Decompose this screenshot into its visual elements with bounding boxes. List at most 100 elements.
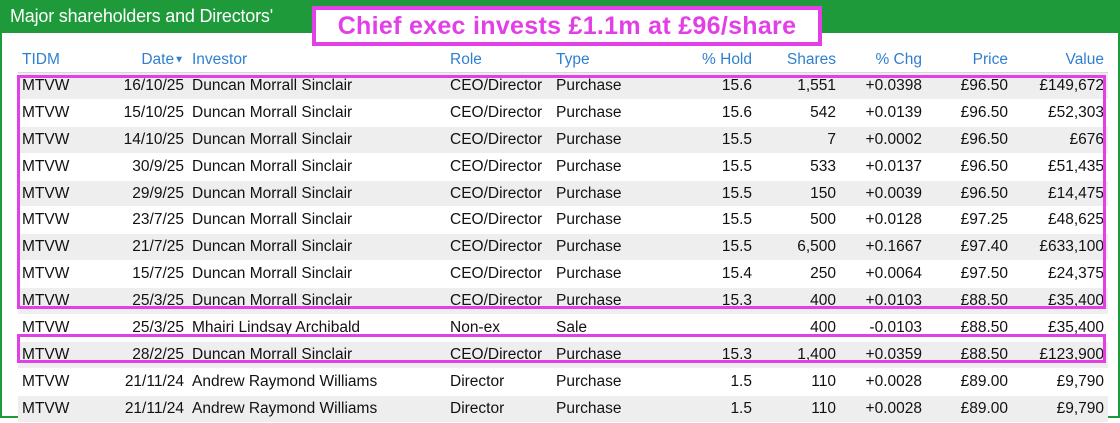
cell-chg: +0.1667: [840, 233, 926, 262]
cell-type: Purchase: [552, 341, 676, 369]
column-header-hold[interactable]: % Hold: [676, 48, 756, 73]
column-header-investor[interactable]: Investor: [188, 48, 446, 73]
column-header-chg[interactable]: % Chg: [840, 48, 926, 73]
cell-investor: Duncan Morrall Sinclair: [188, 206, 446, 235]
cell-chg: +0.0398: [840, 72, 926, 100]
table-row[interactable]: MTVW 21/11/24 Andrew Raymond Williams Direc…: [18, 395, 1108, 423]
cell-value: £676: [1012, 126, 1108, 154]
director-dealings-table: TIDM Date▼ Investor Role Type % Hold Sha…: [18, 48, 1108, 423]
cell-date: 14/10/25: [106, 126, 188, 154]
cell-role: Director: [446, 368, 552, 396]
cell-price: £96.50: [926, 180, 1012, 208]
cell-shares: 110: [756, 368, 840, 396]
cell-chg: +0.0028: [840, 395, 926, 423]
cell-type: Purchase: [552, 233, 676, 262]
cell-date: 21/11/24: [106, 395, 188, 423]
cell-date: 29/9/25: [106, 180, 188, 208]
column-header-type[interactable]: Type: [552, 48, 676, 73]
cell-tidm: MTVW: [18, 153, 106, 181]
cell-tidm: MTVW: [18, 260, 106, 289]
cell-hold: 15.3: [676, 341, 756, 369]
cell-shares: 150: [756, 180, 840, 208]
cell-type: Purchase: [552, 153, 676, 181]
cell-shares: 110: [756, 395, 840, 423]
column-header-date[interactable]: Date▼: [106, 48, 188, 73]
cell-role: CEO/Director: [446, 341, 552, 369]
cell-value: £14,475: [1012, 180, 1108, 208]
cell-type: Purchase: [552, 72, 676, 100]
cell-role: CEO/Director: [446, 126, 552, 154]
cell-tidm: MTVW: [18, 99, 106, 127]
cell-role: CEO/Director: [446, 99, 552, 127]
cell-hold: 15.6: [676, 99, 756, 127]
table-row[interactable]: MTVW 16/10/25 Duncan Morrall Sinclair CEO/D…: [18, 72, 1108, 100]
cell-investor: Duncan Morrall Sinclair: [188, 233, 446, 262]
table-row[interactable]: MTVW 29/9/25 Duncan Morrall Sinclair CEO/Di…: [18, 180, 1108, 208]
cell-price: £96.50: [926, 126, 1012, 154]
column-header-tidm[interactable]: TIDM: [18, 48, 106, 73]
cell-role: CEO/Director: [446, 260, 552, 289]
table-row[interactable]: MTVW 28/2/25 Duncan Morrall Sinclair CEO/Di…: [18, 341, 1108, 369]
cell-tidm: MTVW: [18, 287, 106, 316]
cell-hold: 1.5: [676, 368, 756, 396]
cell-investor: Duncan Morrall Sinclair: [188, 341, 446, 369]
cell-role: Non-ex: [446, 314, 552, 342]
cell-tidm: MTVW: [18, 395, 106, 423]
cell-price: £97.40: [926, 233, 1012, 262]
cell-price: £96.50: [926, 153, 1012, 181]
cell-type: Purchase: [552, 287, 676, 316]
cell-investor: Duncan Morrall Sinclair: [188, 153, 446, 181]
cell-investor: Andrew Raymond Williams: [188, 395, 446, 423]
table-row[interactable]: MTVW 25/3/25 Duncan Morrall Sinclair CEO/Di…: [18, 287, 1108, 316]
cell-chg: +0.0039: [840, 180, 926, 208]
cell-value: £48,625: [1012, 206, 1108, 235]
cell-date: 23/7/25: [106, 206, 188, 235]
cell-date: 25/3/25: [106, 287, 188, 316]
cell-hold: 15.3: [676, 287, 756, 316]
cell-role: CEO/Director: [446, 180, 552, 208]
cell-value: £51,435: [1012, 153, 1108, 181]
cell-shares: 533: [756, 153, 840, 181]
table-row[interactable]: MTVW 30/9/25 Duncan Morrall Sinclair CEO/Di…: [18, 153, 1108, 181]
cell-date: 21/11/24: [106, 368, 188, 396]
table-row[interactable]: MTVW 15/7/25 Duncan Morrall Sinclair CEO/Di…: [18, 260, 1108, 289]
cell-value: £35,400: [1012, 287, 1108, 316]
table-row[interactable]: MTVW 23/7/25 Duncan Morrall Sinclair CEO/Di…: [18, 206, 1108, 235]
cell-type: Purchase: [552, 206, 676, 235]
headline-callout: Chief exec invests £1.1m at £96/share: [312, 6, 822, 46]
cell-investor: Andrew Raymond Williams: [188, 368, 446, 396]
cell-type: Purchase: [552, 260, 676, 289]
cell-price: £96.50: [926, 72, 1012, 100]
column-header-value[interactable]: Value: [1012, 48, 1108, 73]
panel-title: Major shareholders and Directors': [10, 6, 273, 26]
table-header-row: TIDM Date▼ Investor Role Type % Hold Sha…: [18, 48, 1108, 73]
cell-date: 30/9/25: [106, 153, 188, 181]
cell-hold: 15.4: [676, 260, 756, 289]
table-row[interactable]: MTVW 21/7/25 Duncan Morrall Sinclair CEO/Di…: [18, 233, 1108, 262]
cell-tidm: MTVW: [18, 72, 106, 100]
cell-type: Purchase: [552, 368, 676, 396]
cell-shares: 1,551: [756, 72, 840, 100]
cell-shares: 500: [756, 206, 840, 235]
table-row[interactable]: MTVW 15/10/25 Duncan Morrall Sinclair CEO/D…: [18, 99, 1108, 127]
cell-date: 15/7/25: [106, 260, 188, 289]
cell-investor: Duncan Morrall Sinclair: [188, 180, 446, 208]
cell-hold: 15.6: [676, 72, 756, 100]
column-header-role[interactable]: Role: [446, 48, 552, 73]
table-row[interactable]: MTVW 21/11/24 Andrew Raymond Williams Direc…: [18, 368, 1108, 396]
cell-type: Sale: [552, 314, 676, 342]
cell-chg: +0.0139: [840, 99, 926, 127]
cell-value: £35,400: [1012, 314, 1108, 342]
cell-price: £88.50: [926, 314, 1012, 342]
cell-date: 28/2/25: [106, 341, 188, 369]
table-row[interactable]: MTVW 25/3/25 Mhairi Lindsay Archibald Non-e…: [18, 314, 1108, 342]
table-row[interactable]: MTVW 14/10/25 Duncan Morrall Sinclair CEO/D…: [18, 126, 1108, 154]
column-header-shares[interactable]: Shares: [756, 48, 840, 73]
cell-price: £89.00: [926, 368, 1012, 396]
cell-role: CEO/Director: [446, 233, 552, 262]
cell-investor: Duncan Morrall Sinclair: [188, 260, 446, 289]
cell-shares: 7: [756, 126, 840, 154]
cell-price: £97.25: [926, 206, 1012, 235]
cell-date: 21/7/25: [106, 233, 188, 262]
column-header-price[interactable]: Price: [926, 48, 1012, 73]
